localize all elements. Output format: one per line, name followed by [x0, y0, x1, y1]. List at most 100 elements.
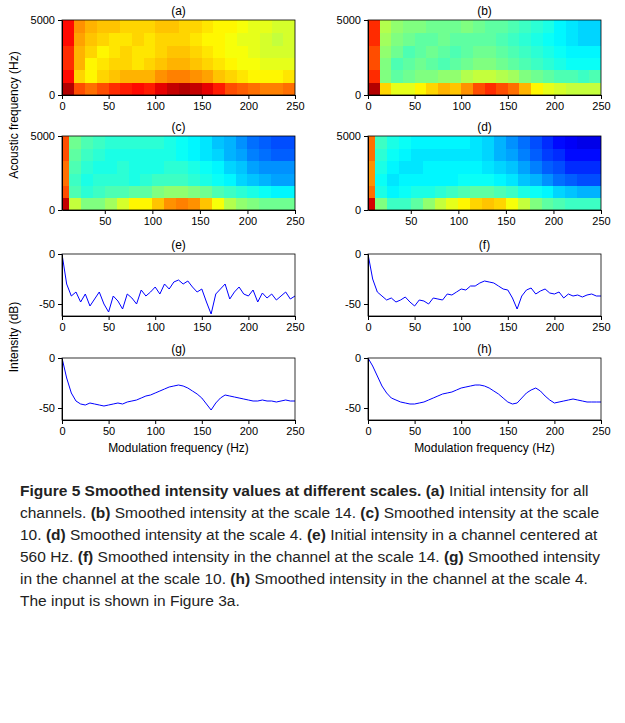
heat-cell	[403, 32, 415, 45]
heat-cell	[188, 161, 200, 174]
tick-mark	[248, 420, 249, 424]
heat-cell	[200, 173, 212, 186]
heat-cell	[190, 83, 202, 95]
heat-cell	[188, 198, 200, 210]
tick-label: 200	[240, 425, 258, 437]
heat-cell	[167, 45, 179, 58]
heat-cell	[380, 20, 392, 33]
heat-cell	[283, 185, 295, 198]
tick-mark	[109, 316, 110, 320]
tick-mark	[506, 210, 507, 214]
heat-cell	[458, 148, 470, 161]
tick-mark	[458, 210, 459, 214]
heat-cell	[375, 173, 387, 186]
caption-label: (d)	[46, 526, 66, 543]
heat-cell	[225, 83, 237, 95]
heat-cell	[120, 20, 132, 33]
x-axis-title: Modulation frequency (Hz)	[414, 441, 555, 455]
heat-cell	[553, 198, 565, 210]
heat-cell	[109, 70, 121, 83]
heat-cell	[589, 173, 601, 186]
heat-cell	[543, 58, 555, 71]
heat-cell	[247, 173, 259, 186]
heat-cell	[566, 83, 578, 95]
heat-cell	[461, 58, 473, 71]
tick-label: 200	[545, 215, 563, 227]
tick-label: 0	[49, 248, 55, 260]
tick: 150	[497, 210, 515, 227]
line	[62, 358, 295, 410]
tick-label: 250	[286, 321, 304, 333]
x-axis: 050100150200250	[365, 316, 610, 333]
caption-label: (f)	[78, 548, 94, 565]
heat-cell	[423, 161, 435, 174]
panel-title: (d)	[477, 120, 492, 134]
heat-cell	[85, 58, 97, 71]
heat-cell	[554, 58, 566, 71]
panel-title: (c)	[172, 120, 186, 134]
marks	[62, 358, 295, 410]
tick: 5000	[31, 14, 62, 26]
heat-cell	[543, 20, 555, 33]
heat-cell	[387, 173, 399, 186]
heat-cell	[506, 148, 518, 161]
heat-cell	[237, 32, 249, 45]
tick-mark	[202, 316, 203, 320]
heat-cell	[438, 58, 450, 71]
heat-cell	[415, 20, 427, 33]
tick-label: 0	[59, 100, 65, 112]
heat-cell	[152, 173, 164, 186]
axis-line	[62, 255, 63, 317]
heat-cell	[272, 32, 284, 45]
heat-cell	[176, 148, 188, 161]
tick-label: 150	[193, 425, 211, 437]
heat-cell	[247, 185, 259, 198]
heat-cell	[380, 83, 392, 95]
heat-cell	[132, 32, 144, 45]
heat-cell	[508, 70, 520, 83]
heat-cell	[531, 58, 543, 71]
heat-cell	[120, 70, 132, 83]
marks	[368, 20, 601, 95]
heat-cell	[494, 148, 506, 161]
heat-cell	[140, 185, 152, 198]
tick: 0	[49, 89, 62, 101]
heat-cell	[450, 58, 462, 71]
heat-cell	[553, 173, 565, 186]
heat-cell	[62, 198, 70, 210]
heat-cell	[144, 58, 156, 71]
tick: 100	[147, 95, 165, 112]
tick: 0	[59, 420, 65, 437]
tick: 0	[355, 352, 368, 364]
heat-cell	[411, 136, 423, 149]
heat-cell	[565, 173, 577, 186]
line	[368, 254, 601, 309]
heat-cell	[164, 198, 176, 210]
marks	[62, 136, 295, 210]
heat-cell	[176, 185, 188, 198]
heat-cell	[411, 198, 423, 210]
heat-cell	[248, 45, 260, 58]
heat-cell	[62, 20, 74, 33]
heat-cell	[259, 148, 271, 161]
heat-cell	[271, 136, 283, 149]
tick: 200	[240, 420, 258, 437]
marks	[62, 254, 295, 314]
heat-cell	[565, 148, 577, 161]
heat-cell	[176, 198, 188, 210]
heat-cell	[248, 70, 260, 83]
heat-cell	[485, 20, 497, 33]
tick-label: 0	[355, 89, 361, 101]
heat-cell	[62, 83, 74, 95]
heat-cell	[543, 32, 555, 45]
tick: -50	[345, 402, 368, 414]
tick: 5000	[31, 130, 62, 142]
heat-cell	[105, 148, 117, 161]
heat-cell	[496, 70, 508, 83]
heat-cell	[368, 45, 380, 58]
heat-cell	[519, 32, 531, 45]
heat-cell	[283, 45, 295, 58]
tick: 50	[409, 420, 421, 437]
tick-label: 250	[286, 215, 304, 227]
heat-cell	[565, 161, 577, 174]
